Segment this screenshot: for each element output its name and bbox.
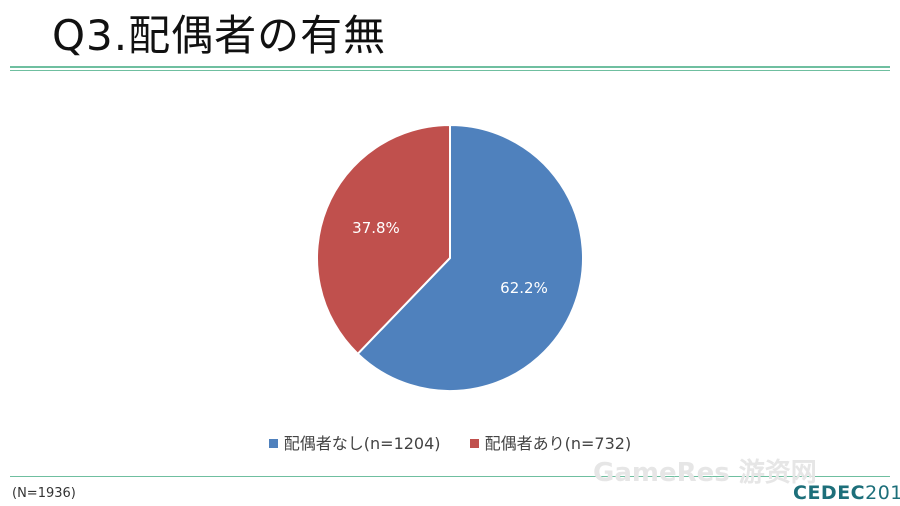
pie-slice-1 <box>316 123 451 356</box>
pie-slice-0 <box>356 123 584 392</box>
legend-swatch-blue <box>268 439 278 448</box>
cedec-logo: CEDEC2017 <box>793 482 900 504</box>
logo-brand: CEDEC <box>793 482 866 504</box>
page-title: Q3.配偶者の有無 <box>52 11 387 60</box>
title-divider <box>10 66 890 68</box>
legend-item-no-spouse: 配偶者なし(n=1204) <box>268 430 441 454</box>
logo-year: 2017 <box>865 482 900 504</box>
pie-slice-label-0: 62.2% <box>500 279 548 297</box>
sample-size-note: (N=1936) <box>12 486 76 501</box>
pie-slices <box>316 123 584 392</box>
legend-label: 配偶者あり(n=732) <box>484 434 632 453</box>
watermark: GameRes 游资网 <box>593 458 817 488</box>
pie-slice-label-1: 37.8% <box>352 219 400 237</box>
footer-divider <box>10 476 890 477</box>
legend-item-has-spouse: 配偶者あり(n=732) <box>469 430 632 454</box>
legend-swatch-red <box>469 439 479 448</box>
pie-labels: 62.2% 37.8% <box>352 219 548 297</box>
legend-label: 配偶者なし(n=1204) <box>283 434 441 453</box>
title-divider-thin <box>10 70 890 71</box>
chart-legend: 配偶者なし(n=1204) 配偶者あり(n=732) <box>0 430 900 454</box>
